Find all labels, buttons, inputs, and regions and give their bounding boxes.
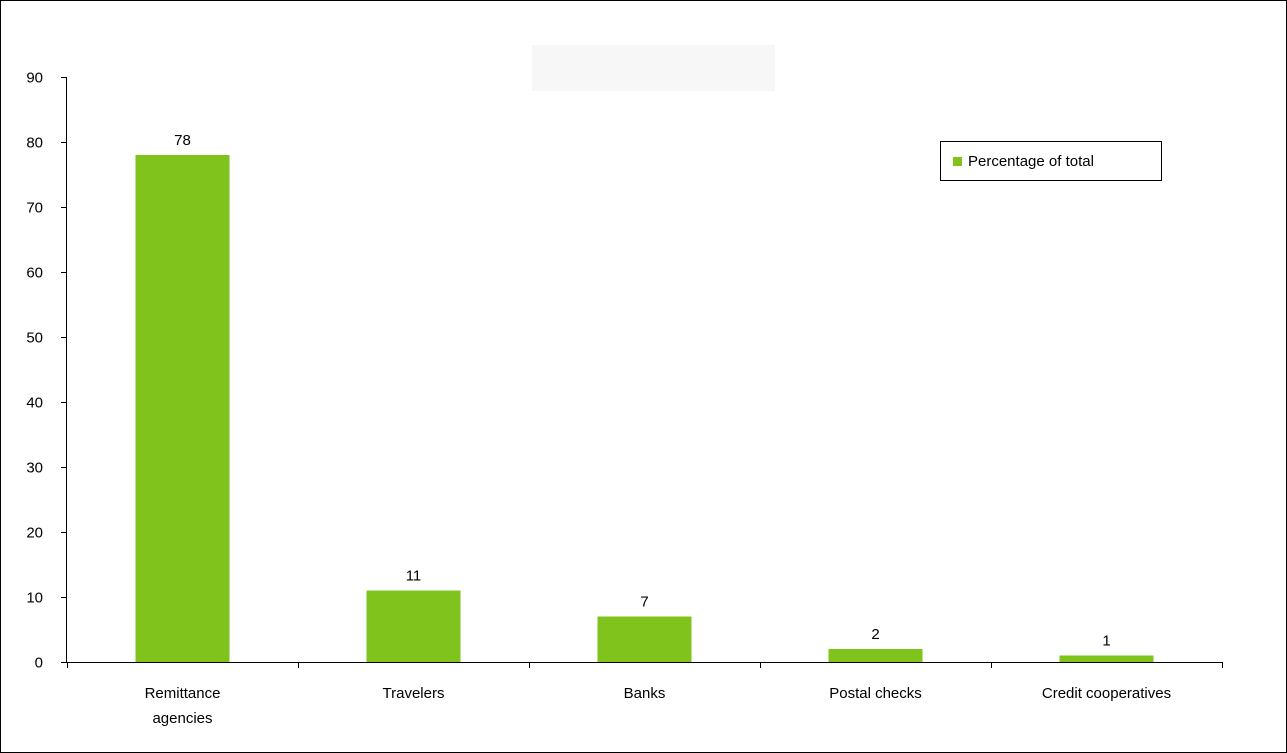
data-label: 11 bbox=[406, 568, 422, 585]
y-tick-label: 30 bbox=[26, 460, 43, 477]
data-label: 78 bbox=[174, 132, 191, 149]
bar bbox=[828, 649, 923, 662]
chart-title-area bbox=[532, 45, 775, 91]
bar bbox=[135, 155, 230, 662]
data-label: 7 bbox=[640, 594, 648, 611]
legend-swatch bbox=[953, 156, 962, 166]
bar bbox=[366, 590, 461, 662]
category-label: Remittance agencies bbox=[145, 685, 221, 727]
category-label: Postal checks bbox=[829, 685, 922, 702]
y-tick-label: 40 bbox=[26, 395, 43, 412]
y-tick-label: 70 bbox=[26, 200, 43, 217]
y-tick-label: 10 bbox=[26, 590, 43, 607]
data-label: 1 bbox=[1102, 633, 1110, 650]
bar bbox=[1059, 655, 1154, 662]
data-label: 2 bbox=[871, 626, 879, 643]
y-tick-label: 0 bbox=[35, 655, 43, 672]
legend: Percentage of total bbox=[940, 141, 1162, 181]
y-tick-label: 50 bbox=[26, 330, 43, 347]
category-label: Banks bbox=[624, 685, 666, 702]
legend-label: Percentage of total bbox=[968, 152, 1094, 170]
category-label: Travelers bbox=[383, 685, 445, 702]
y-tick-label: 80 bbox=[26, 135, 43, 152]
y-tick-label: 20 bbox=[26, 525, 43, 542]
y-tick-label: 60 bbox=[26, 265, 43, 282]
bar bbox=[597, 616, 692, 662]
category-label: Credit cooperatives bbox=[1042, 685, 1171, 702]
y-tick-label: 90 bbox=[26, 70, 43, 87]
